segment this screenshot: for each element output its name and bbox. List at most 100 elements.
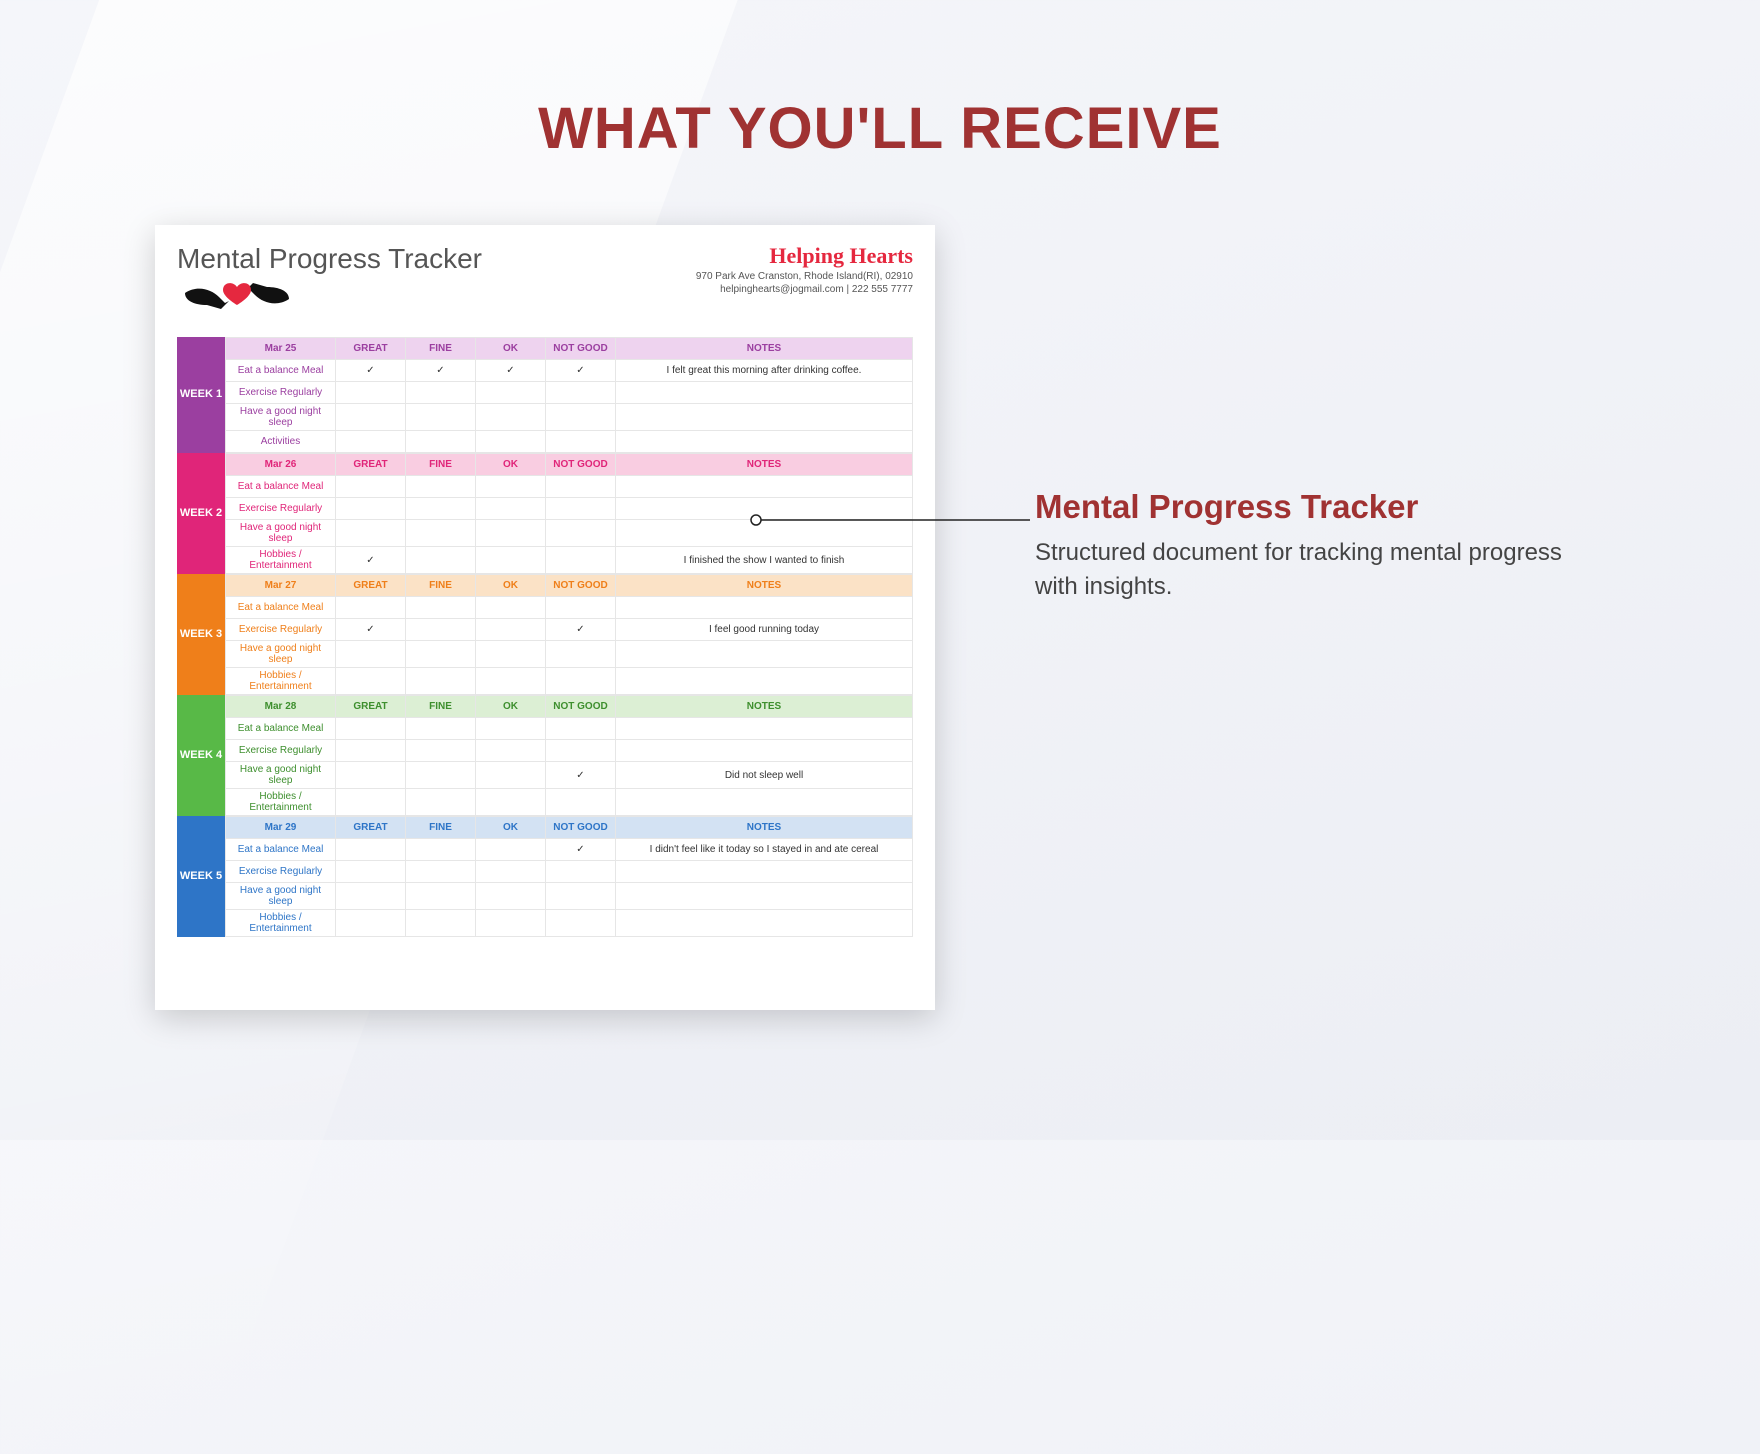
week-label: WEEK 5 [177, 816, 225, 937]
check-cell [336, 910, 406, 937]
row-label: Hobbies / Entertainment [226, 910, 336, 937]
check-cell [546, 668, 616, 695]
check-cell [336, 404, 406, 431]
check-cell [336, 861, 406, 883]
check-cell [476, 668, 546, 695]
column-header: GREAT [336, 696, 406, 718]
column-header: GREAT [336, 338, 406, 360]
check-cell [546, 520, 616, 547]
week-block: WEEK 3Mar 27GREATFINEOKNOT GOODNOTESEat … [177, 574, 913, 695]
check-cell [546, 910, 616, 937]
week-table: Mar 27GREATFINEOKNOT GOODNOTESEat a bala… [225, 574, 913, 695]
row-label: Activities [226, 431, 336, 453]
note-cell [616, 668, 913, 695]
check-cell [546, 740, 616, 762]
row-label: Exercise Regularly [226, 740, 336, 762]
check-cell [476, 619, 546, 641]
check-cell [406, 597, 476, 619]
check-cell [476, 547, 546, 574]
check-cell [546, 431, 616, 453]
note-cell: Did not sleep well [616, 762, 913, 789]
row-label: Eat a balance Meal [226, 839, 336, 861]
brand-address: 970 Park Ave Cranston, Rhode Island(RI),… [696, 271, 913, 282]
check-cell [546, 597, 616, 619]
check-cell [336, 883, 406, 910]
check-cell [336, 431, 406, 453]
check-cell [476, 498, 546, 520]
check-cell: ✓ [546, 619, 616, 641]
column-header: FINE [406, 575, 476, 597]
check-cell [476, 883, 546, 910]
week-table: Mar 25GREATFINEOKNOT GOODNOTESEat a bala… [225, 337, 913, 453]
check-cell [336, 718, 406, 740]
column-header: NOTES [616, 575, 913, 597]
check-cell [406, 619, 476, 641]
row-label: Eat a balance Meal [226, 360, 336, 382]
check-cell [406, 861, 476, 883]
note-cell [616, 597, 913, 619]
check-cell [406, 839, 476, 861]
column-header: NOTES [616, 454, 913, 476]
row-label: Exercise Regularly [226, 498, 336, 520]
note-cell: I finished the show I wanted to finish [616, 547, 913, 574]
check-cell [406, 498, 476, 520]
check-cell: ✓ [406, 360, 476, 382]
brand-contact: helpinghearts@jogmail.com | 222 555 7777 [696, 284, 913, 295]
column-header: NOT GOOD [546, 696, 616, 718]
note-cell [616, 718, 913, 740]
note-cell: I feel good running today [616, 619, 913, 641]
column-header: NOT GOOD [546, 575, 616, 597]
column-header: OK [476, 696, 546, 718]
column-header: GREAT [336, 817, 406, 839]
page-headline: WHAT YOU'LL RECEIVE [0, 95, 1760, 162]
row-label: Exercise Regularly [226, 619, 336, 641]
row-label: Have a good night sleep [226, 404, 336, 431]
check-cell [336, 476, 406, 498]
date-header: Mar 27 [226, 575, 336, 597]
check-cell [546, 382, 616, 404]
check-cell [406, 789, 476, 816]
column-header: NOT GOOD [546, 454, 616, 476]
date-header: Mar 26 [226, 454, 336, 476]
check-cell: ✓ [546, 839, 616, 861]
note-cell [616, 789, 913, 816]
check-cell [546, 404, 616, 431]
check-cell [546, 498, 616, 520]
column-header: FINE [406, 454, 476, 476]
row-label: Hobbies / Entertainment [226, 789, 336, 816]
column-header: NOT GOOD [546, 338, 616, 360]
check-cell [476, 839, 546, 861]
column-header: NOTES [616, 696, 913, 718]
check-cell [336, 597, 406, 619]
check-cell [406, 740, 476, 762]
week-table: Mar 26GREATFINEOKNOT GOODNOTESEat a bala… [225, 453, 913, 574]
check-cell [476, 740, 546, 762]
check-cell [406, 476, 476, 498]
row-label: Eat a balance Meal [226, 597, 336, 619]
callout-subtitle: Structured document for tracking mental … [1035, 536, 1595, 603]
column-header: NOT GOOD [546, 817, 616, 839]
row-label: Have a good night sleep [226, 641, 336, 668]
check-cell [406, 718, 476, 740]
column-header: OK [476, 454, 546, 476]
note-cell: I didn't feel like it today so I stayed … [616, 839, 913, 861]
brand-name: Helping Hearts [696, 243, 913, 269]
check-cell [336, 839, 406, 861]
check-cell: ✓ [336, 360, 406, 382]
date-header: Mar 25 [226, 338, 336, 360]
week-label: WEEK 4 [177, 695, 225, 816]
week-block: WEEK 1Mar 25GREATFINEOKNOT GOODNOTESEat … [177, 337, 913, 453]
check-cell [406, 382, 476, 404]
check-cell [546, 547, 616, 574]
note-cell [616, 861, 913, 883]
row-label: Eat a balance Meal [226, 476, 336, 498]
column-header: FINE [406, 696, 476, 718]
row-label: Exercise Regularly [226, 861, 336, 883]
column-header: FINE [406, 817, 476, 839]
check-cell [406, 431, 476, 453]
row-label: Hobbies / Entertainment [226, 547, 336, 574]
note-cell [616, 520, 913, 547]
check-cell [406, 668, 476, 695]
check-cell [336, 641, 406, 668]
note-cell [616, 740, 913, 762]
